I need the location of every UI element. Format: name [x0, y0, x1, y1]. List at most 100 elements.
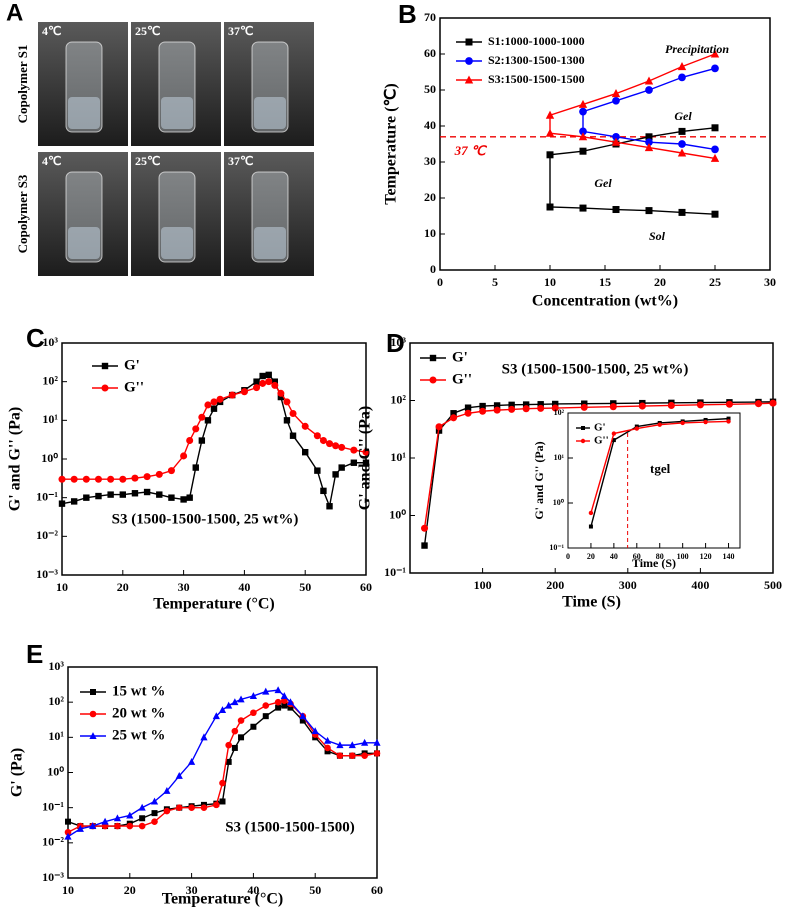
marker	[131, 474, 139, 482]
x-tick-label: 30	[178, 580, 190, 594]
x-tick-label: 400	[691, 578, 709, 592]
y-tick-label: 10⁻²	[42, 835, 64, 849]
marker	[64, 832, 72, 840]
marker	[579, 107, 587, 116]
marker	[609, 403, 617, 411]
marker	[151, 818, 158, 825]
marker	[204, 417, 212, 424]
marker	[769, 399, 777, 407]
x-tick-label: 60	[371, 883, 383, 897]
marker	[667, 401, 675, 409]
marker	[711, 64, 719, 73]
marker	[711, 124, 719, 132]
marker	[274, 698, 282, 706]
legend-label: S2:1300-1500-1300	[488, 53, 585, 67]
marker	[579, 204, 587, 212]
y-tick-label: 10²	[554, 408, 565, 417]
marker	[186, 437, 194, 445]
marker	[114, 822, 121, 830]
marker	[634, 426, 639, 431]
plot-frame	[61, 342, 367, 576]
annotation: S3 (1500-1500-1500, 25 wt%)	[112, 511, 299, 527]
marker	[271, 378, 278, 385]
marker	[280, 692, 288, 699]
marker	[225, 701, 233, 709]
marker	[332, 442, 340, 450]
marker	[311, 727, 319, 735]
series-line	[67, 704, 377, 827]
marker	[219, 779, 226, 787]
x-tick-label: 60	[360, 580, 372, 594]
x-tick-label: 20	[654, 275, 666, 289]
x-axis-label: Time (S)	[562, 594, 621, 611]
marker	[552, 400, 559, 408]
marker	[138, 822, 146, 830]
marker	[113, 814, 122, 822]
marker	[710, 49, 720, 58]
annotation: Precipitation	[665, 42, 729, 56]
vial-content	[68, 97, 100, 129]
marker	[711, 145, 719, 154]
legend-label: S1:1000-1000-1000	[488, 34, 585, 48]
legend-label: S3:1500-1500-1500	[488, 72, 585, 86]
marker	[725, 400, 733, 408]
x-tick-label: 140	[723, 552, 735, 561]
x-tick-label: 60	[633, 552, 641, 561]
y-tick-label: 20	[424, 190, 436, 204]
marker	[192, 464, 199, 471]
marker	[537, 404, 545, 412]
marker	[324, 744, 331, 752]
x-tick-label: 10	[56, 580, 68, 594]
marker	[262, 713, 269, 720]
marker	[301, 422, 309, 430]
marker	[299, 712, 307, 720]
vial-content	[161, 227, 193, 259]
marker	[314, 467, 321, 474]
marker	[219, 798, 226, 805]
marker	[302, 448, 309, 456]
marker	[281, 702, 288, 709]
marker	[231, 727, 239, 735]
x-tick-label: 15	[599, 275, 611, 289]
marker	[101, 384, 109, 392]
annotation: S3 (1500-1500-1500)	[225, 819, 355, 835]
legend-label: G''	[452, 371, 472, 387]
marker	[361, 752, 368, 760]
marker	[580, 403, 588, 411]
marker	[90, 689, 96, 695]
marker	[546, 151, 554, 159]
marker	[253, 384, 261, 392]
marker	[277, 389, 285, 397]
x-tick-label: 40	[247, 883, 259, 897]
y-axis-label: G' (Pa)	[9, 748, 26, 797]
panel-label: A	[6, 0, 23, 26]
marker	[711, 210, 719, 218]
marker	[678, 140, 686, 148]
marker	[83, 494, 90, 501]
marker	[237, 695, 245, 703]
marker	[450, 414, 458, 422]
reference-label: 37 ℃	[454, 143, 488, 158]
marker	[163, 807, 171, 815]
y-tick-label: 10³	[42, 335, 58, 349]
marker	[479, 407, 487, 415]
temp-label: 37℃	[228, 24, 253, 38]
marker	[581, 426, 585, 430]
vial-content	[254, 227, 286, 259]
x-tick-label: 300	[619, 578, 637, 592]
y-tick-label: 10⁻³	[36, 567, 58, 581]
marker	[638, 402, 646, 410]
y-tick-label: 60	[424, 46, 436, 60]
marker	[89, 710, 97, 718]
x-axis-label: Temperature (°C)	[153, 596, 274, 613]
marker	[82, 475, 90, 483]
y-tick-label: 10²	[42, 373, 58, 387]
annotation: Gel	[674, 109, 692, 123]
marker	[645, 138, 653, 147]
legend-label: 20 wt %	[112, 705, 165, 721]
panel-label: C	[26, 323, 45, 353]
marker	[89, 822, 97, 830]
marker	[464, 404, 472, 411]
y-tick-label: 10⁰	[389, 507, 406, 521]
marker	[168, 494, 175, 501]
